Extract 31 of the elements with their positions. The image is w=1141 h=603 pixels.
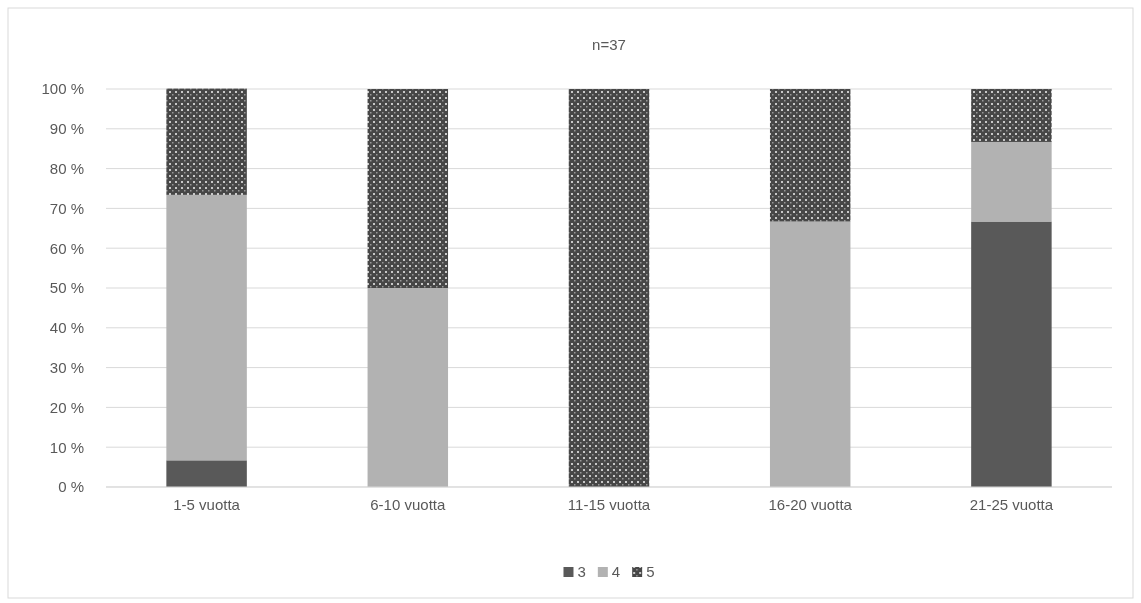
- x-tick-label: 1-5 vuotta: [173, 495, 241, 513]
- chart-title: n=37: [592, 36, 626, 53]
- y-tick-label: 90 %: [49, 120, 84, 138]
- y-tick-label: 100 %: [41, 80, 84, 98]
- y-tick-label: 10 %: [49, 438, 84, 456]
- bar: [971, 89, 1052, 142]
- bar: [166, 460, 247, 487]
- y-tick-label: 50 %: [49, 279, 84, 297]
- legend-label: 5: [646, 563, 655, 580]
- y-tick-label: 0 %: [58, 478, 84, 496]
- bar: [971, 141, 1052, 222]
- bar: [367, 288, 449, 487]
- legend-label: 4: [611, 563, 621, 580]
- y-tick-label: 40 %: [49, 319, 84, 337]
- bar: [769, 89, 851, 222]
- x-tick-label: 6-10 vuotta: [370, 495, 446, 513]
- bar: [568, 89, 650, 487]
- bar: [971, 221, 1052, 487]
- y-tick-label: 60 %: [49, 239, 84, 257]
- bar: [166, 88, 247, 195]
- bar: [166, 194, 247, 461]
- y-tick-label: 80 %: [49, 159, 84, 177]
- x-tick-label: 21-25 vuotta: [969, 495, 1054, 513]
- bar: [769, 221, 851, 487]
- y-tick-label: 20 %: [49, 398, 84, 416]
- y-tick-label: 70 %: [49, 199, 84, 217]
- bar: [367, 89, 449, 288]
- x-tick-label: 16-20 vuotta: [768, 495, 853, 513]
- y-tick-label: 30 %: [49, 358, 84, 376]
- x-tick-label: 11-15 vuotta: [567, 495, 651, 513]
- legend-label: 3: [577, 563, 586, 580]
